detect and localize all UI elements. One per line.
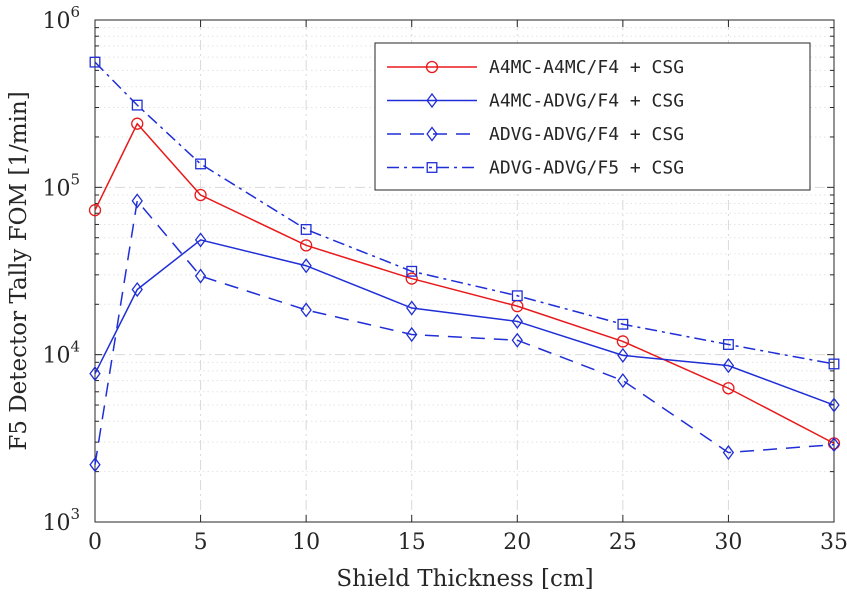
legend-marker: [426, 126, 438, 142]
data-point: [722, 358, 735, 374]
data-point: [131, 193, 143, 209]
y-axis-label: F5 Detector Tally FOM [1/min]: [6, 91, 32, 450]
legend: A4MC-A4MC/F4 + CSG A4MC-ADVG/F4 + CSG ADVG…: [374, 42, 811, 191]
legend-entry: ADVG-ADVG/F4 + CSG: [387, 124, 684, 145]
x-tick-label: 10: [292, 530, 320, 555]
data-point: [300, 258, 312, 274]
data-point: [617, 347, 629, 363]
data-point: [405, 272, 418, 285]
data-point: [89, 366, 101, 382]
y-tick-label: 104: [42, 338, 80, 369]
data-point: [194, 268, 207, 284]
data-point: [406, 300, 418, 316]
data-point: [828, 397, 840, 413]
series-2: [89, 232, 840, 413]
data-point: [722, 339, 734, 350]
legend-marker: [426, 162, 438, 173]
data-point: [194, 188, 207, 202]
y-tick-label: 106: [42, 3, 80, 34]
legend-label: ADVG-ADVG/F4 + CSG: [489, 124, 684, 145]
data-point: [616, 335, 630, 348]
data-point: [511, 313, 523, 330]
series-4: [89, 56, 840, 370]
series-3: [89, 193, 840, 473]
data-point: [131, 99, 143, 111]
legend-label: A4MC-ADVG/F4 + CSG: [489, 91, 684, 112]
series-line: [94, 122, 835, 445]
legend-label: ADVG-ADVG/F5 + CSG: [489, 158, 684, 179]
data-point: [300, 302, 312, 318]
legend-entry: ADVG-ADVG/F5 + CSG: [387, 158, 684, 179]
tick-labels: 0 5 10 15 20 25 30 35 103 104 105 106: [42, 3, 847, 555]
data-point: [722, 382, 735, 395]
data-point: [511, 332, 523, 348]
y-tick-label: 105: [42, 170, 80, 201]
legend-entry: A4MC-ADVG/F4 + CSG: [387, 91, 684, 112]
axes: [94, 19, 835, 523]
data-point: [406, 326, 418, 343]
data-point: [195, 158, 207, 170]
data-point: [194, 232, 207, 248]
data-point: [89, 457, 101, 473]
data-point: [617, 373, 629, 389]
data-point: [406, 265, 418, 277]
data-point: [617, 318, 629, 330]
y-tick-label: 103: [42, 505, 80, 536]
data-point: [828, 358, 840, 370]
legend-marker: [425, 60, 439, 74]
x-tick-label: 5: [194, 530, 208, 555]
x-tick-label: 20: [503, 530, 531, 555]
data-point: [88, 204, 102, 217]
x-tick-label: 25: [609, 530, 637, 555]
data-point: [300, 224, 312, 235]
series-line: [94, 199, 835, 465]
x-tick-label: 35: [820, 530, 847, 555]
x-tick-label: 15: [398, 530, 426, 555]
data-point: [828, 437, 840, 453]
legend-entry: A4MC-A4MC/F4 + CSG: [387, 57, 684, 78]
data-point: [89, 56, 101, 68]
data-point: [299, 239, 313, 252]
series-1: [88, 117, 841, 450]
x-axis-label: Shield Thickness [cm]: [336, 566, 593, 592]
x-tick-label: 30: [714, 530, 742, 555]
data-point: [131, 117, 144, 130]
series-layer: [88, 56, 841, 473]
legend-marker: [426, 92, 438, 109]
x-tick-label: 0: [88, 530, 102, 555]
legend-label: A4MC-A4MC/F4 + CSG: [489, 57, 684, 78]
data-point: [131, 281, 143, 298]
data-point: [511, 290, 523, 302]
series-line: [94, 61, 835, 365]
series-line: [94, 239, 835, 406]
axes-box: [94, 19, 835, 523]
data-point: [722, 444, 735, 461]
